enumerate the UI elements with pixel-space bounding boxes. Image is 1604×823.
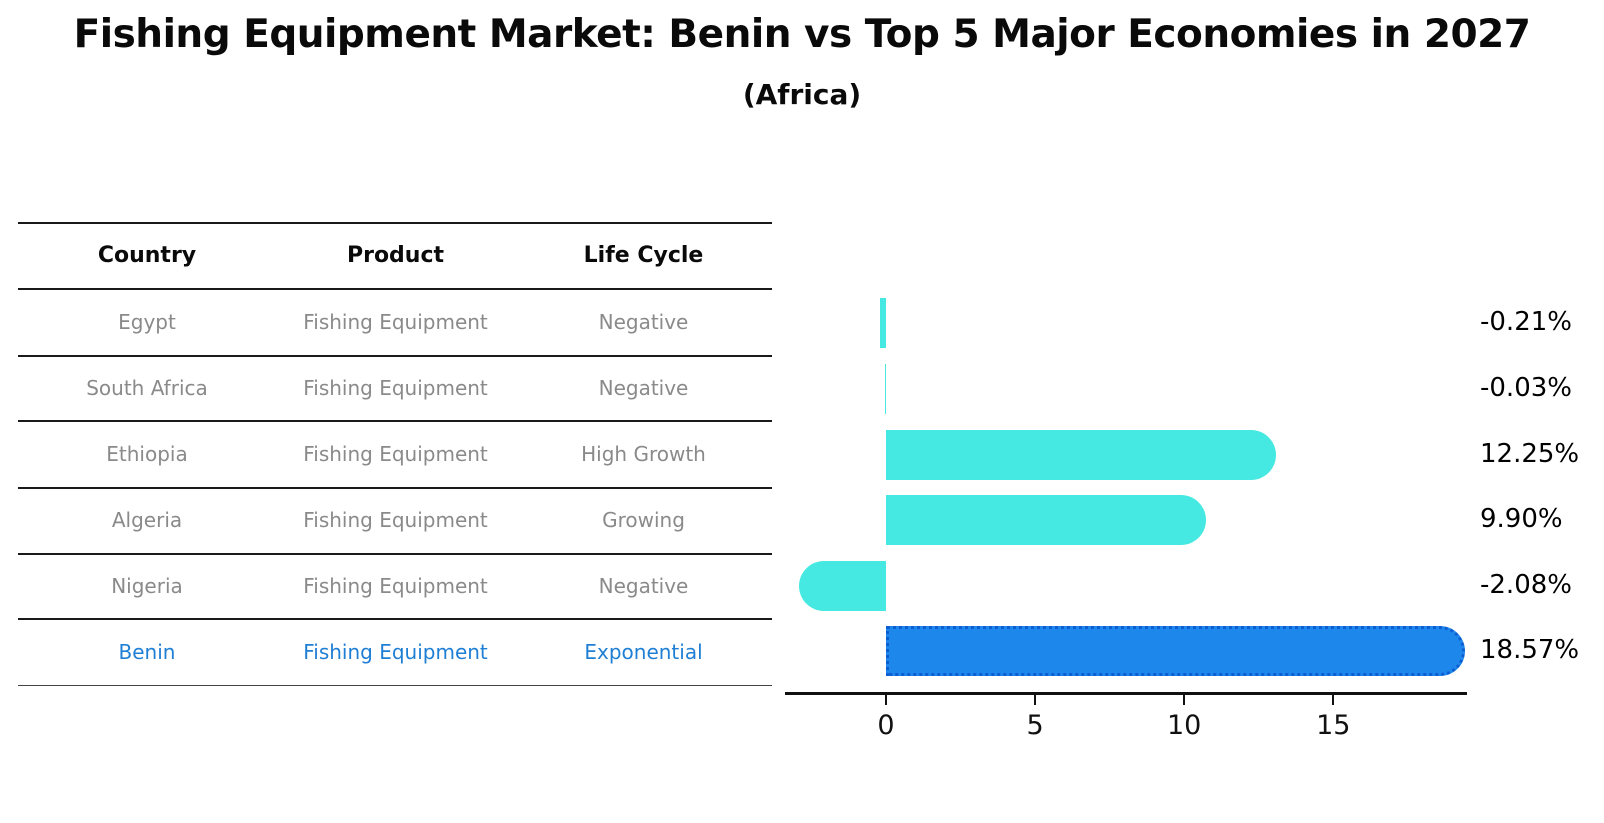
cell-life-cycle: Negative xyxy=(598,375,689,400)
value-label-egypt: -0.21% xyxy=(1480,307,1572,337)
table-rule xyxy=(18,355,772,357)
x-tick xyxy=(885,695,887,705)
cell-product: Fishing Equipment xyxy=(303,309,488,334)
table-rule xyxy=(18,420,772,422)
cell-country: Country xyxy=(97,242,197,268)
cell-product: Product xyxy=(346,242,445,268)
cell-country: Benin xyxy=(118,639,176,664)
x-tick-label: 15 xyxy=(1316,710,1351,741)
cell-country: Egypt xyxy=(118,309,176,334)
chart-subtitle: (Africa) xyxy=(742,78,862,111)
table-row-egypt: Egypt Fishing Equipment Negative xyxy=(18,288,772,355)
table-rule xyxy=(18,618,772,620)
x-tick-label: 0 xyxy=(877,710,895,741)
chart-title: Fishing Equipment Market: Benin vs Top 5… xyxy=(73,12,1531,57)
cell-product: Fishing Equipment xyxy=(303,573,488,598)
cell-product: Fishing Equipment xyxy=(303,441,488,466)
bar-south-africa xyxy=(884,364,886,414)
cell-life-cycle: Negative xyxy=(598,309,689,334)
cell-country: Algeria xyxy=(111,508,183,532)
x-tick-label: 10 xyxy=(1167,710,1202,741)
x-tick xyxy=(1332,695,1335,705)
value-label-benin: 18.57% xyxy=(1480,635,1580,665)
value-label-south-africa: -0.03% xyxy=(1480,373,1572,403)
cell-life-cycle: Exponential xyxy=(584,639,703,664)
value-label-algeria: 9.90% xyxy=(1480,504,1563,534)
table-row-nigeria: Nigeria Fishing Equipment Negative xyxy=(18,553,772,618)
cell-product: Fishing Equipment xyxy=(303,639,488,664)
bar-egypt xyxy=(879,298,886,348)
bar-benin xyxy=(886,626,1465,676)
table-row-south-africa: South Africa Fishing Equipment Negative xyxy=(18,355,772,420)
table-row-algeria: Algeria Fishing Equipment Growing xyxy=(18,487,772,553)
cell-life-cycle: Negative xyxy=(598,573,689,598)
cell-country: Ethiopia xyxy=(106,441,188,466)
cell-product: Fishing Equipment xyxy=(303,375,488,400)
value-label-ethiopia: 12.25% xyxy=(1480,439,1580,469)
cell-life-cycle: Life Cycle xyxy=(583,242,704,268)
x-axis-line xyxy=(785,692,1467,695)
cell-product: Fishing Equipment xyxy=(303,508,488,532)
table-rule xyxy=(18,487,772,489)
cell-country: Nigeria xyxy=(111,573,183,598)
table-rule xyxy=(18,288,772,290)
table-row-benin: Benin Fishing Equipment Exponential xyxy=(18,618,772,685)
value-label-nigeria: -2.08% xyxy=(1480,570,1572,600)
bar-algeria xyxy=(886,495,1207,545)
cell-life-cycle: Growing xyxy=(602,508,685,532)
bar-ethiopia xyxy=(886,430,1277,480)
table-rule xyxy=(18,222,772,224)
table-rule xyxy=(18,685,772,686)
x-tick xyxy=(1034,695,1037,705)
table-rule xyxy=(18,553,772,555)
cell-life-cycle: High Growth xyxy=(581,441,706,466)
x-tick-label: 5 xyxy=(1026,710,1044,741)
cell-country: South Africa xyxy=(86,375,208,400)
table-row-ethiopia: Ethiopia Fishing Equipment High Growth xyxy=(18,420,772,487)
bar-nigeria xyxy=(798,561,886,611)
x-tick xyxy=(1183,695,1186,705)
table-row-header: Country Product Life Cycle xyxy=(18,222,772,288)
